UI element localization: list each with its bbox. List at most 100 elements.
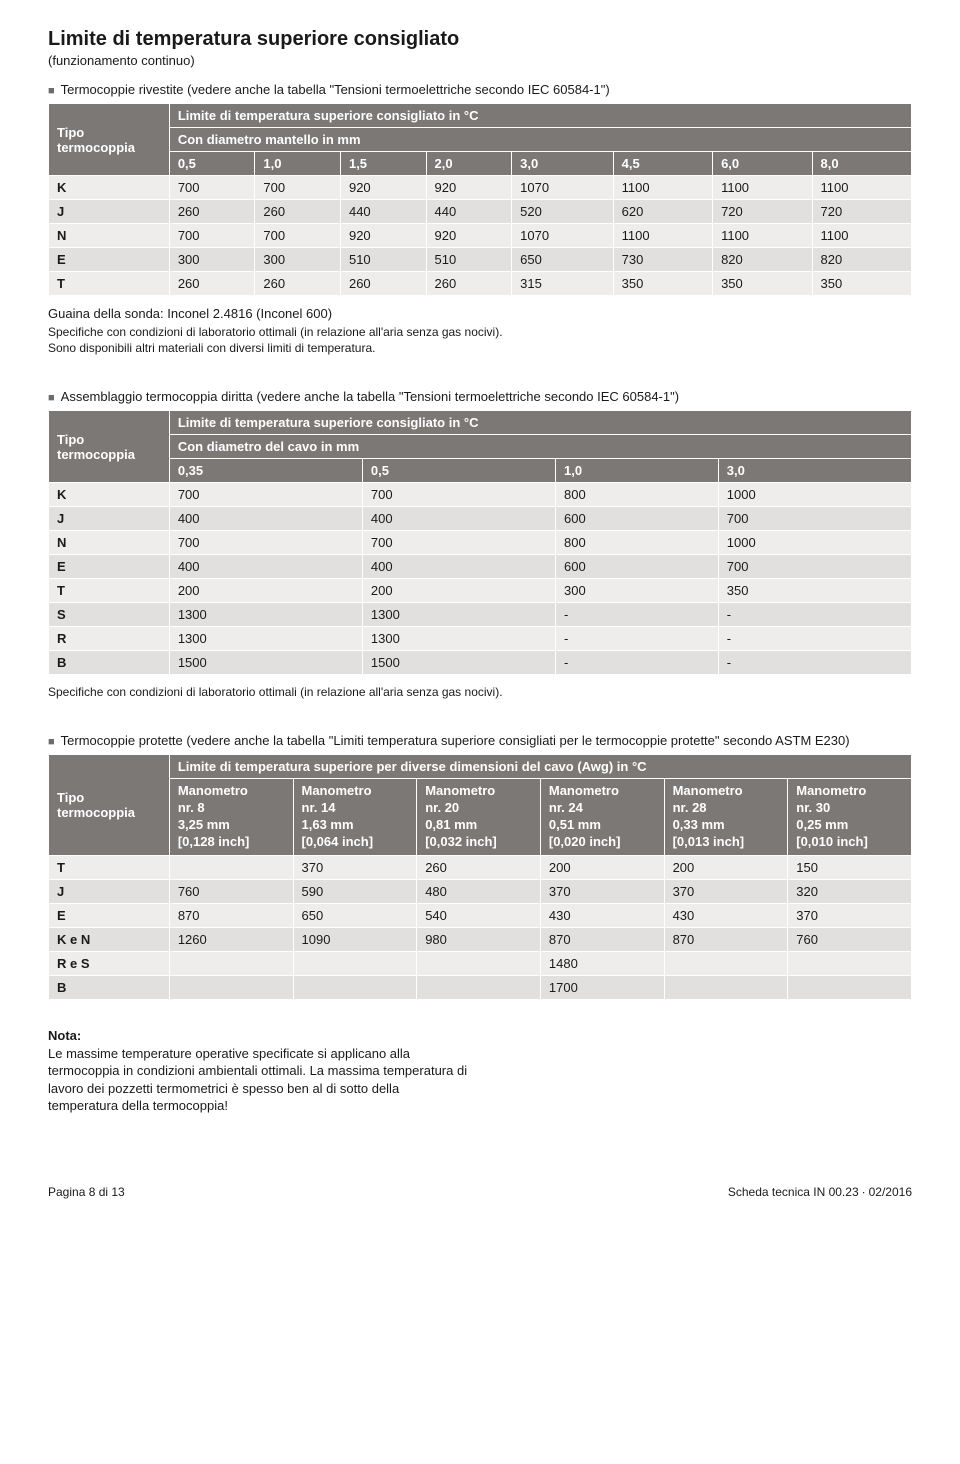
cell: -: [718, 627, 911, 651]
cell: 1300: [169, 603, 362, 627]
col-header: 1,0: [556, 459, 719, 483]
row-type: T: [49, 855, 170, 879]
cell: 1070: [512, 176, 614, 200]
cell: 1070: [512, 224, 614, 248]
cell: 700: [255, 176, 341, 200]
cell: 300: [169, 248, 255, 272]
col-header: 3,0: [512, 152, 614, 176]
row-type: B: [49, 975, 170, 999]
cell: 1100: [812, 224, 912, 248]
cell: 260: [340, 272, 426, 296]
cell: 730: [613, 248, 712, 272]
cell: [169, 855, 293, 879]
t1-dia-header: Con diametro mantello in mm: [169, 128, 911, 152]
col-header: 2,0: [426, 152, 512, 176]
row-type: J: [49, 879, 170, 903]
cell: 510: [340, 248, 426, 272]
cell: 700: [169, 224, 255, 248]
t3-limit-header: Limite di temperatura superiore per dive…: [169, 755, 911, 779]
cell: 350: [613, 272, 712, 296]
section1-bullet: Termocoppie rivestite (vedere anche la t…: [48, 82, 912, 97]
cell: -: [718, 651, 911, 675]
row-type: R e S: [49, 951, 170, 975]
t1-after3: Sono disponibili altri materiali con div…: [48, 341, 912, 355]
cell: 260: [255, 272, 341, 296]
t2-after1: Specifiche con condizioni di laboratorio…: [48, 685, 912, 699]
cell: 920: [426, 176, 512, 200]
cell: 430: [664, 903, 788, 927]
t2-type-header: Tipo termocoppia: [49, 411, 170, 483]
cell: 1100: [713, 176, 812, 200]
col-header: Manometronr. 240,51 mm[0,020 inch]: [540, 779, 664, 856]
cell: 920: [340, 224, 426, 248]
cell: [293, 975, 417, 999]
cell: 820: [812, 248, 912, 272]
cell: 320: [788, 879, 912, 903]
page-subtitle: (funzionamento continuo): [48, 53, 912, 68]
row-type: E: [49, 903, 170, 927]
cell: 150: [788, 855, 912, 879]
cell: 480: [417, 879, 541, 903]
cell: [417, 975, 541, 999]
cell: 350: [718, 579, 911, 603]
cell: 200: [169, 579, 362, 603]
row-type: K: [49, 483, 170, 507]
cell: 1500: [169, 651, 362, 675]
cell: 600: [556, 555, 719, 579]
section3-bullet: Termocoppie protette (vedere anche la ta…: [48, 733, 912, 748]
cell: 300: [255, 248, 341, 272]
col-header: Manometronr. 280,33 mm[0,013 inch]: [664, 779, 788, 856]
cell: 700: [255, 224, 341, 248]
col-header: Manometronr. 83,25 mm[0,128 inch]: [169, 779, 293, 856]
cell: 1300: [362, 627, 555, 651]
table-2: Tipo termocoppia Limite di temperatura s…: [48, 410, 912, 675]
cell: [169, 951, 293, 975]
cell: [293, 951, 417, 975]
cell: 720: [812, 200, 912, 224]
cell: 260: [426, 272, 512, 296]
cell: 370: [540, 879, 664, 903]
cell: 1500: [362, 651, 555, 675]
cell: 700: [718, 507, 911, 531]
section2-bullet: Assemblaggio termocoppia diritta (vedere…: [48, 389, 912, 404]
cell: 400: [362, 507, 555, 531]
t1-after1: Guaina della sonda: Inconel 2.4816 (Inco…: [48, 306, 912, 321]
cell: 1100: [613, 176, 712, 200]
cell: 400: [169, 555, 362, 579]
col-header: 0,5: [362, 459, 555, 483]
col-header: 3,0: [718, 459, 911, 483]
cell: [788, 951, 912, 975]
table-3: Tipo termocoppia Limite di temperatura s…: [48, 754, 912, 1000]
row-type: K e N: [49, 927, 170, 951]
cell: 1300: [169, 627, 362, 651]
t2-dia-header: Con diametro del cavo in mm: [169, 435, 911, 459]
cell: 800: [556, 483, 719, 507]
cell: 350: [713, 272, 812, 296]
nota-title: Nota:: [48, 1028, 912, 1043]
cell: 700: [169, 483, 362, 507]
cell: 700: [362, 531, 555, 555]
cell: 315: [512, 272, 614, 296]
cell: 870: [540, 927, 664, 951]
cell: 800: [556, 531, 719, 555]
cell: 920: [426, 224, 512, 248]
cell: 700: [169, 176, 255, 200]
col-header: Manometronr. 141,63 mm[0,064 inch]: [293, 779, 417, 856]
page-title: Limite di temperatura superiore consigli…: [48, 28, 912, 51]
cell: 430: [540, 903, 664, 927]
nota-body: Le massime temperature operative specifi…: [48, 1045, 468, 1115]
col-header: 8,0: [812, 152, 912, 176]
cell: 260: [255, 200, 341, 224]
cell: -: [556, 603, 719, 627]
footer-left: Pagina 8 di 13: [48, 1185, 125, 1199]
row-type: E: [49, 248, 170, 272]
cell: 920: [340, 176, 426, 200]
cell: 520: [512, 200, 614, 224]
cell: -: [718, 603, 911, 627]
col-header: 0,5: [169, 152, 255, 176]
table-1: Tipo termocoppia Limite di temperatura s…: [48, 103, 912, 296]
cell: [788, 975, 912, 999]
col-header: 0,35: [169, 459, 362, 483]
cell: 760: [788, 927, 912, 951]
col-header: 6,0: [713, 152, 812, 176]
